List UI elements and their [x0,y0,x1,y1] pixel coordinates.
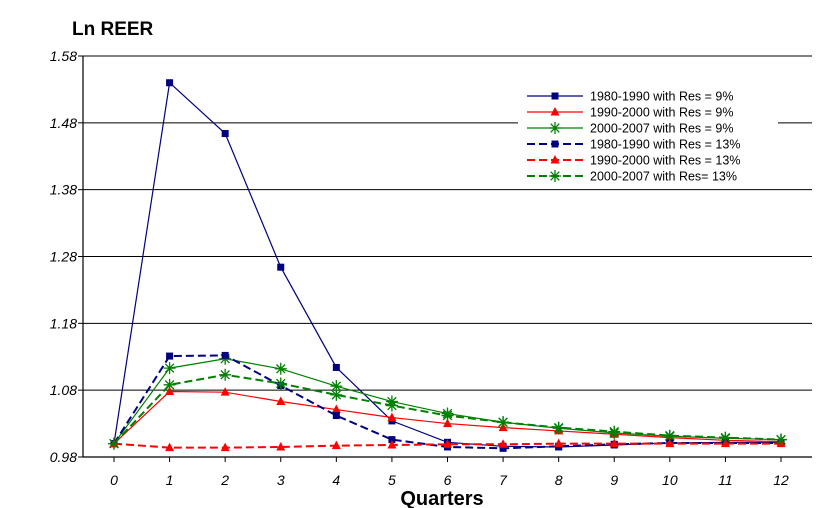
series-line [113,354,781,450]
chart-title: Ln REER [72,19,154,40]
x-tick-label: 4 [332,472,340,488]
data-point [221,130,229,138]
data-point [274,377,287,390]
data-point [554,438,564,448]
legend-marker [551,140,559,148]
legend-marker [551,92,559,100]
legend-marker [549,122,561,134]
x-tick-label: 3 [277,472,285,488]
legend-entry: 1990-2000 with Res = 9% [527,106,734,120]
x-tick-label: 5 [388,472,396,488]
x-tick-label: 8 [555,472,563,488]
data-point [276,441,286,451]
data-point [775,433,787,446]
series-5 [108,368,787,450]
legend-marker [550,155,560,164]
legend-label: 2000-2007 with Res = 9% [590,122,734,136]
series-line [113,358,782,444]
series-2 [108,352,787,450]
data-point [332,363,340,371]
legend-label: 1980-1990 with Res = 13% [590,138,740,152]
data-point [665,438,675,448]
x-tick-label: 2 [220,472,229,488]
y-tick-label: 1.28 [50,249,77,265]
x-tick-labels: 0 1 2 3 4 5 6 7 8 9 10 11 12 [110,472,789,488]
y-tick-label: 1.58 [50,48,77,64]
y-tick-label: 1.48 [50,115,77,131]
data-point [332,412,340,420]
legend-entry: 1990-2000 with Res = 13% [527,154,740,168]
x-tick-label: 6 [444,472,452,488]
data-point [166,79,174,87]
legend-entry: 1980-1990 with Res = 9% [527,90,734,104]
data-point [277,263,285,271]
data-point [609,438,619,448]
data-point [608,425,621,438]
legend-entry: 1980-1990 with Res = 13% [527,138,740,152]
x-axis-label: Quarters [400,488,483,508]
legend: 1980-1990 with Res = 9% 1990-2000 with Re… [518,83,778,184]
data-point [387,412,397,422]
x-tick-label: 10 [662,472,678,488]
data-point [388,436,396,444]
y-tick-label: 1.18 [50,315,77,331]
legend-marker [549,170,561,182]
x-tick-label: 9 [610,472,618,488]
data-point [166,352,174,360]
axes [78,55,812,462]
data-point [108,437,120,450]
legend-entry: 2000-2007 with Res= 13% [527,170,737,184]
y-tick-label: 1.08 [50,382,77,398]
data-point [499,444,507,452]
series-lines [108,79,787,452]
x-tick-label: 1 [166,472,174,488]
data-point [385,399,398,412]
data-point [221,351,229,359]
x-tick-label: 12 [773,472,789,488]
data-point [331,404,341,414]
data-point [274,362,287,375]
data-point [331,440,341,450]
data-point [220,442,230,452]
data-point [441,409,454,422]
data-point [219,368,232,381]
data-point [330,388,343,401]
y-tick-label: 0.98 [50,449,77,465]
data-point [163,378,176,391]
data-point [220,387,230,396]
legend-label: 1990-2000 with Res = 9% [590,106,734,120]
data-point [498,439,508,448]
legend-background [518,83,778,181]
legend-label: 2000-2007 with Res= 13% [590,170,737,184]
x-tick-label: 7 [499,472,508,488]
data-point [443,418,452,428]
data-point [165,442,175,452]
x-tick-label: 11 [718,472,733,488]
legend-marker [550,107,560,116]
data-point [387,439,397,449]
data-point [163,362,176,375]
legend-label: 1990-2000 with Res = 13% [590,154,740,168]
data-point [443,439,452,448]
data-point [330,380,343,393]
data-point [497,416,510,429]
grid-lines [83,55,812,458]
y-tick-label: 1.38 [50,182,77,198]
legend-label: 1980-1990 with Res = 9% [590,90,734,104]
x-tick-label: 0 [110,472,118,488]
data-point [663,429,676,442]
y-tick-labels: 0.98 1.08 1.18 1.28 1.38 1.48 1.58 [50,48,77,465]
data-point [276,396,286,406]
data-point [719,431,732,444]
data-point [552,421,565,434]
legend-entry: 2000-2007 with Res = 9% [527,122,734,136]
